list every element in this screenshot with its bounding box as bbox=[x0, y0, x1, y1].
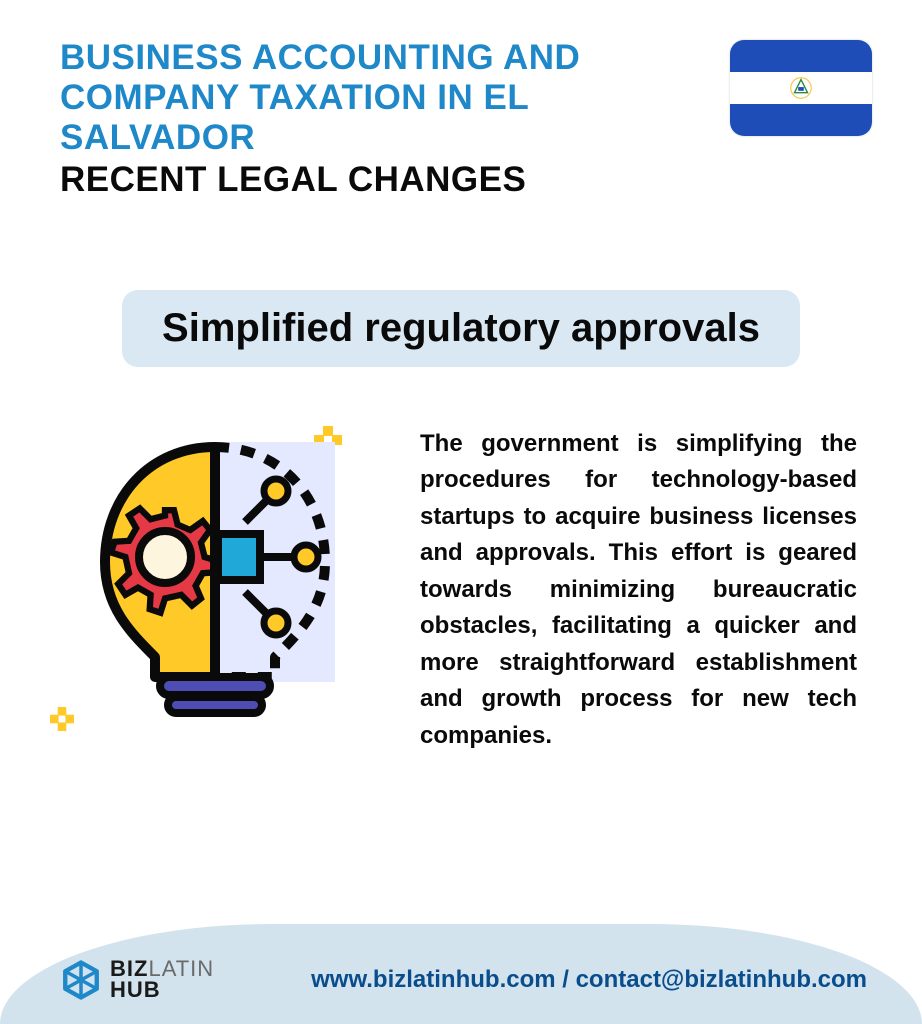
subtitle: RECENT LEGAL CHANGES bbox=[60, 160, 730, 200]
flag-el-salvador bbox=[730, 40, 872, 136]
flag-stripe-top bbox=[730, 40, 872, 72]
logo: BIZLATIN HUB bbox=[60, 959, 214, 1001]
flag-stripe-middle bbox=[730, 72, 872, 104]
section-title: Simplified regulatory approvals bbox=[122, 290, 800, 367]
section-title-container: Simplified regulatory approvals bbox=[0, 290, 922, 367]
content-row: The government is simplifying the proced… bbox=[0, 367, 922, 754]
lightbulb-illustration bbox=[70, 422, 380, 742]
footer: BIZLATIN HUB www.bizlatinhub.com / conta… bbox=[0, 906, 922, 1024]
logo-icon bbox=[60, 959, 102, 1001]
flag-stripe-bottom bbox=[730, 104, 872, 136]
logo-text: BIZLATIN HUB bbox=[110, 959, 214, 1001]
title-line-2: COMPANY TAXATION IN EL SALVADOR bbox=[60, 78, 730, 158]
footer-content: BIZLATIN HUB www.bizlatinhub.com / conta… bbox=[0, 944, 922, 1024]
title-block: BUSINESS ACCOUNTING AND COMPANY TAXATION… bbox=[60, 38, 730, 200]
footer-url: www.bizlatinhub.com / contact@bizlatinhu… bbox=[311, 966, 867, 994]
flag-emblem-icon bbox=[787, 74, 815, 102]
body-text: The government is simplifying the proced… bbox=[420, 422, 857, 754]
sparkle-icon bbox=[50, 707, 74, 731]
header: BUSINESS ACCOUNTING AND COMPANY TAXATION… bbox=[0, 0, 922, 200]
logo-word-hub: HUB bbox=[110, 980, 214, 1001]
title-line-1: BUSINESS ACCOUNTING AND bbox=[60, 38, 730, 78]
